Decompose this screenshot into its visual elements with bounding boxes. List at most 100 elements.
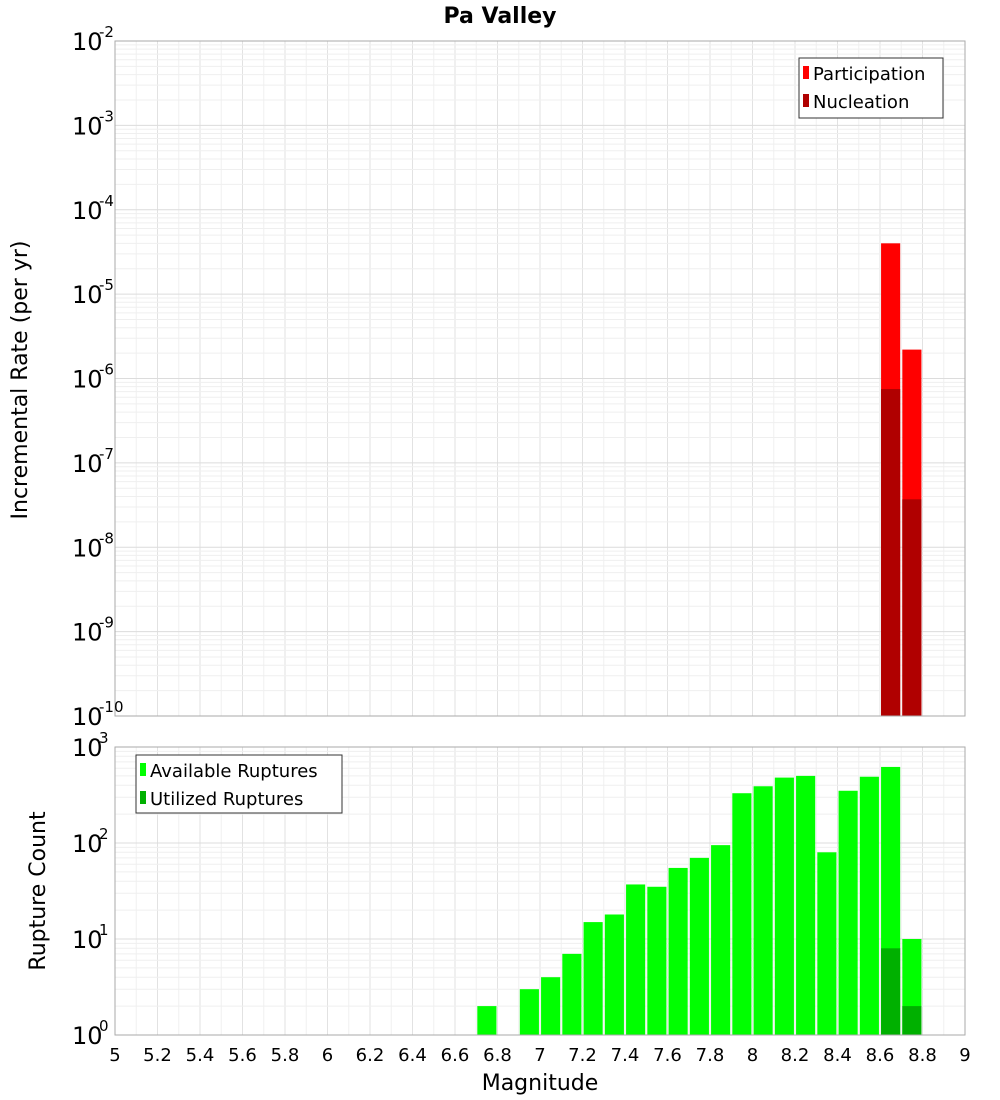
x-tick-label: 7.8 bbox=[696, 1045, 725, 1066]
rate-legend-box bbox=[798, 57, 944, 119]
rate-y-tick-label: 10-4 bbox=[72, 192, 114, 225]
available-ruptures-bar bbox=[817, 852, 837, 1035]
nucleation-bar bbox=[902, 499, 922, 716]
y-tick-exponent: -8 bbox=[99, 529, 114, 547]
available-ruptures-bar bbox=[668, 867, 688, 1035]
rate-y-tick-label: 10-9 bbox=[72, 614, 114, 647]
rate-gridlines bbox=[114, 41, 966, 717]
nucleation-bar bbox=[881, 389, 901, 716]
available-ruptures-bar bbox=[541, 977, 561, 1035]
rate-y-tick-label: 10-5 bbox=[72, 276, 114, 309]
available-ruptures-bar bbox=[689, 857, 709, 1035]
count-legend: Available Ruptures Utilized Ruptures bbox=[135, 754, 343, 814]
x-tick-label: 7.4 bbox=[611, 1045, 640, 1066]
available-ruptures-bar bbox=[626, 884, 646, 1035]
y-tick-exponent: -7 bbox=[99, 445, 114, 463]
y-tick-exponent: 2 bbox=[99, 825, 109, 843]
y-tick-base: 10 bbox=[72, 830, 103, 858]
y-tick-base: 10 bbox=[72, 734, 103, 762]
x-tick-label: 6.6 bbox=[441, 1045, 470, 1066]
rate-y-tick-label: 10-10 bbox=[72, 698, 124, 731]
available-ruptures-bar bbox=[732, 793, 752, 1035]
count-bars bbox=[477, 766, 922, 1035]
chart-title: Pa Valley bbox=[443, 4, 556, 29]
y-tick-exponent: -6 bbox=[99, 361, 114, 379]
y-tick-exponent: -9 bbox=[99, 614, 114, 632]
utilized-ruptures-bar bbox=[902, 1006, 922, 1035]
y-tick-base: 10 bbox=[72, 1022, 103, 1050]
rate-y-tick-label: 10-8 bbox=[72, 529, 114, 562]
y-tick-exponent: -5 bbox=[99, 276, 114, 294]
y-tick-exponent: 1 bbox=[99, 921, 109, 939]
x-tick-label: 7 bbox=[534, 1045, 545, 1066]
x-tick-label: 5 bbox=[109, 1045, 120, 1066]
y-tick-exponent: 0 bbox=[99, 1017, 109, 1035]
count-y-tick-label: 101 bbox=[72, 921, 109, 954]
x-tick-label: 8.6 bbox=[866, 1045, 895, 1066]
available-ruptures-bar bbox=[859, 776, 879, 1035]
x-tick-label: 6.4 bbox=[398, 1045, 427, 1066]
available-legend-label: Available Ruptures bbox=[150, 761, 318, 782]
x-tick-label: 8.4 bbox=[823, 1045, 852, 1066]
x-tick-label: 5.6 bbox=[228, 1045, 257, 1066]
rate-y-tick-label: 10-7 bbox=[72, 445, 114, 478]
rate-y-tick-label: 10-6 bbox=[72, 361, 114, 394]
x-tick-label: 5.4 bbox=[186, 1045, 215, 1066]
available-ruptures-bar bbox=[647, 886, 667, 1035]
available-legend-swatch bbox=[140, 763, 146, 776]
utilized-legend-label: Utilized Ruptures bbox=[150, 789, 303, 810]
count-y-tick-label: 103 bbox=[72, 729, 109, 762]
nucleation-legend-swatch bbox=[803, 94, 809, 107]
y-tick-exponent: 3 bbox=[99, 729, 109, 747]
y-tick-base: 10 bbox=[72, 28, 103, 56]
available-ruptures-bar bbox=[477, 1006, 497, 1035]
magnitude-x-ticks: 5 5.2 5.4 5.6 5.8 6 6.2 6.4 6.6 6.8 7 7.2 7.4 7.6 7.8 8… bbox=[109, 1045, 970, 1066]
count-y-tick-label: 100 bbox=[72, 1017, 109, 1050]
x-tick-label: 7.6 bbox=[653, 1045, 682, 1066]
x-tick-label: 6 bbox=[322, 1045, 333, 1066]
x-tick-label: 8.2 bbox=[781, 1045, 810, 1066]
y-tick-base: 10 bbox=[72, 450, 103, 478]
y-tick-exponent: -2 bbox=[99, 23, 114, 41]
y-tick-exponent: -3 bbox=[99, 107, 114, 125]
y-tick-base: 10 bbox=[72, 926, 103, 954]
nucleation-legend-label: Nucleation bbox=[813, 92, 909, 113]
x-tick-label: 6.8 bbox=[483, 1045, 512, 1066]
count-y-tick-label: 102 bbox=[72, 825, 109, 858]
available-ruptures-bar bbox=[838, 790, 858, 1035]
x-tick-label: 5.8 bbox=[271, 1045, 300, 1066]
y-tick-base: 10 bbox=[72, 534, 103, 562]
y-tick-base: 10 bbox=[72, 197, 103, 225]
y-tick-exponent: -4 bbox=[99, 192, 114, 210]
x-tick-label: 7.2 bbox=[568, 1045, 597, 1066]
count-y-axis-label: Rupture Count bbox=[26, 811, 51, 971]
rate-y-axis-label: Incremental Rate (per yr) bbox=[8, 241, 33, 520]
rate-y-tick-label: 10-2 bbox=[72, 23, 114, 56]
available-ruptures-bar bbox=[562, 953, 582, 1035]
utilized-ruptures-bar bbox=[881, 948, 901, 1035]
y-tick-base: 10 bbox=[72, 703, 103, 731]
x-axis-label: Magnitude bbox=[482, 1071, 599, 1096]
rate-y-tick-label: 10-3 bbox=[72, 107, 114, 140]
x-tick-label: 6.2 bbox=[356, 1045, 385, 1066]
utilized-legend-swatch bbox=[140, 791, 146, 804]
rate-bars bbox=[881, 243, 922, 717]
available-ruptures-bar bbox=[519, 989, 539, 1035]
x-tick-label: 9 bbox=[959, 1045, 970, 1066]
available-ruptures-bar bbox=[753, 786, 773, 1035]
available-ruptures-bar bbox=[583, 922, 603, 1035]
count-plot-border bbox=[114, 746, 966, 1036]
rate-plot-border bbox=[114, 40, 966, 717]
available-ruptures-bar bbox=[711, 845, 731, 1035]
count-legend-box bbox=[135, 754, 343, 814]
y-tick-base: 10 bbox=[72, 366, 103, 394]
y-tick-exponent: -10 bbox=[99, 698, 124, 716]
y-tick-base: 10 bbox=[72, 112, 103, 140]
x-tick-label: 8.8 bbox=[908, 1045, 937, 1066]
x-tick-label: 8 bbox=[747, 1045, 758, 1066]
